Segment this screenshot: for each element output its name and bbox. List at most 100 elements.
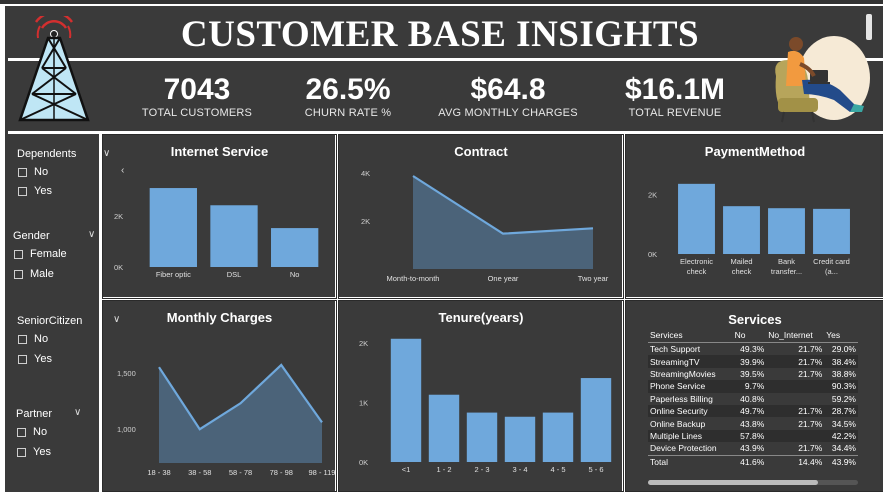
table-row[interactable]: Phone Service 9.7% 90.3%	[648, 380, 858, 393]
option-label: Female	[30, 248, 67, 260]
y-tick-label: 2K	[648, 191, 657, 200]
y-tick-label: 0K	[648, 250, 657, 259]
chart-payment-method[interactable]: PaymentMethod 0K 2K Electronic check Mailed c…	[625, 134, 883, 299]
services-table: Services No No_Internet Yes Tech Support…	[648, 328, 858, 468]
slicer-option-yes[interactable]: Yes	[17, 446, 51, 458]
checkbox[interactable]	[14, 249, 23, 259]
chart-svg: 0K2KElectroniccheckMailedcheckBanktransf…	[648, 183, 850, 276]
table-cell: Online Security	[648, 404, 733, 418]
table-row[interactable]: Tech Support 49.3% 21.7% 29.0%	[648, 343, 858, 356]
drill-up-icon[interactable]: ‹	[121, 165, 125, 176]
y-tick-label: 1,500	[117, 369, 136, 378]
bar	[542, 412, 574, 462]
option-label: Yes	[34, 353, 52, 365]
chevron-down-icon[interactable]: ∨	[103, 148, 111, 159]
page-title: CUSTOMER BASE INSIGHTS	[180, 14, 700, 55]
option-label: Yes	[34, 185, 52, 197]
chart-tenure[interactable]: Tenure(years) 0K 1K 2K <1 1 - 2 2 - 3 3 - 4 4 -…	[338, 300, 624, 492]
table-row[interactable]: StreamingMovies 39.5% 21.7% 38.8%	[648, 368, 858, 380]
bar	[723, 206, 760, 254]
kpi-value: $64.8	[470, 73, 546, 106]
table-cell: 9.7%	[732, 380, 767, 393]
table-cell: 21.7%	[766, 355, 825, 368]
vertical-scrollbar[interactable]	[866, 14, 872, 40]
bar	[504, 416, 536, 462]
kpi-churn-rate: 26.5% CHURN RATE %	[278, 73, 418, 119]
column-header-no[interactable]: No	[734, 330, 746, 340]
table-row[interactable]: Online Backup 43.8% 21.7% 34.5%	[648, 417, 858, 429]
table-cell: 43.8%	[740, 418, 765, 429]
checkbox[interactable]	[18, 334, 27, 344]
table-row[interactable]: Online Security 49.7% 21.7% 28.7%	[648, 404, 858, 418]
slicer-divider	[99, 134, 102, 492]
scrollbar-thumb[interactable]	[648, 480, 818, 485]
table-cell: 39.9%	[732, 355, 767, 368]
services-table-panel[interactable]: Services	[625, 300, 883, 492]
checkbox[interactable]	[18, 186, 27, 196]
table-cell: 49.3%	[740, 344, 765, 355]
column-header-no-internet[interactable]: No_Internet	[768, 330, 813, 340]
x-tick-label: 1 - 2	[436, 465, 451, 474]
slicer-option-yes[interactable]: Yes	[18, 353, 52, 365]
table-cell: 21.7%	[798, 443, 823, 454]
x-tick-label: 38 - 58	[188, 468, 211, 477]
chart-contract[interactable]: Contract 2K 4K Month-to-month One year Two y…	[338, 134, 624, 299]
content-divider	[8, 131, 883, 134]
checkbox[interactable]	[17, 427, 26, 437]
chart-svg: 1,000 1,500 18 - 38 38 - 58 58 - 78 78 - 98 98…	[117, 363, 335, 477]
table-cell: 21.7%	[798, 418, 823, 429]
table-cell: Multiple Lines	[648, 429, 733, 443]
y-tick-label: 2K	[114, 212, 123, 221]
slicer-option-no[interactable]: No	[18, 333, 48, 345]
chart-internet-service[interactable]: Internet Service ∨ ‹ 0K 2K Fiber optic DSL N…	[102, 134, 337, 299]
bar	[466, 412, 498, 462]
chevron-down-icon[interactable]: ∨	[113, 314, 121, 325]
slicer-option-male[interactable]: Male	[14, 268, 54, 280]
table-cell: 41.6%	[732, 454, 767, 468]
chevron-down-icon[interactable]: ∨	[74, 407, 82, 418]
kpi-avg-monthly-charges: $64.8 AVG MONTHLY CHARGES	[428, 73, 588, 119]
checkbox[interactable]	[17, 447, 26, 457]
x-tick-label: 18 - 38	[147, 468, 170, 477]
chevron-down-icon[interactable]: ∨	[88, 229, 96, 240]
slicer-option-female[interactable]: Female	[14, 248, 67, 260]
table-cell: 43.9%	[824, 454, 858, 468]
table-cell: 40.8%	[740, 393, 765, 404]
y-tick-label: 4K	[361, 169, 370, 178]
bar	[390, 338, 422, 462]
x-tick-label: check	[687, 267, 707, 276]
table-cell: 21.7%	[798, 344, 823, 355]
column-header-yes[interactable]: Yes	[826, 330, 841, 340]
kpi-value: 7043	[163, 73, 231, 106]
slicer-option-no[interactable]: No	[18, 166, 48, 178]
checkbox[interactable]	[14, 269, 23, 279]
header-divider	[8, 58, 883, 61]
slicer-option-yes[interactable]: Yes	[18, 185, 52, 197]
bar	[428, 394, 460, 462]
slicer-option-no[interactable]: No	[17, 426, 47, 438]
slicer-title: Partner	[16, 408, 53, 420]
table-cell: 34.4%	[831, 443, 856, 454]
x-tick-label: No	[290, 270, 300, 279]
kpi-label: TOTAL CUSTOMERS	[141, 107, 253, 119]
x-tick-label: Fiber optic	[156, 270, 191, 279]
table-row[interactable]: Paperless Billing 40.8% 59.2%	[648, 393, 858, 405]
x-tick-label: 4 - 5	[550, 465, 565, 474]
table-row[interactable]: StreamingTV 39.9% 21.7% 38.4%	[648, 355, 858, 368]
kpi-total-revenue: $16.1M TOTAL REVENUE	[605, 73, 745, 119]
table-cell: Phone Service	[648, 380, 733, 393]
checkbox[interactable]	[18, 167, 27, 177]
option-label: No	[34, 333, 49, 345]
column-header-services[interactable]: Services	[650, 330, 683, 340]
table-title: Services	[728, 312, 782, 327]
table-cell: Online Backup	[650, 418, 706, 429]
checkbox[interactable]	[18, 354, 27, 364]
y-tick-label: 2K	[359, 339, 368, 348]
table-cell: 57.8%	[732, 429, 767, 443]
table-row[interactable]: Device Protection 43.9% 21.7% 34.4%	[648, 442, 858, 455]
chart-monthly-charges[interactable]: Monthly Charges ∨ 1,000 1,500 18 - 38 38 - …	[102, 300, 337, 492]
horizontal-scrollbar[interactable]	[648, 480, 858, 485]
bar	[768, 208, 805, 254]
table-row[interactable]: Multiple Lines 57.8% 42.2%	[648, 429, 858, 443]
x-tick-label: 78 - 98	[270, 468, 293, 477]
